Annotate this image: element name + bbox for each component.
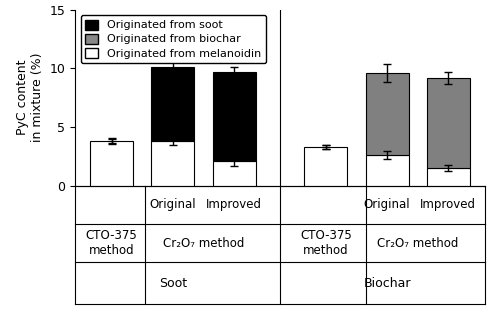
Bar	[212, 72, 256, 161]
Bar	[212, 161, 256, 186]
Text: Original: Original	[150, 198, 196, 211]
Bar	[304, 147, 348, 186]
Text: CTO-375
method: CTO-375 method	[86, 229, 138, 257]
Text: Soot: Soot	[159, 277, 187, 290]
Bar	[90, 141, 133, 186]
Text: Biochar: Biochar	[364, 277, 411, 290]
Text: Improved: Improved	[206, 198, 262, 211]
Bar	[366, 73, 408, 155]
Bar	[152, 67, 194, 141]
Bar	[427, 168, 470, 186]
Text: Cr₂O₇ method: Cr₂O₇ method	[163, 237, 244, 250]
Text: Cr₂O₇ method: Cr₂O₇ method	[377, 237, 458, 250]
Bar	[427, 78, 470, 168]
Y-axis label: PyC content
in mixture (%): PyC content in mixture (%)	[16, 53, 44, 142]
Legend: Originated from soot, Originated from biochar, Originated from melanoidin: Originated from soot, Originated from bi…	[80, 15, 266, 63]
Text: Original: Original	[364, 198, 410, 211]
Text: Improved: Improved	[420, 198, 476, 211]
Bar	[152, 141, 194, 186]
Bar	[366, 155, 408, 186]
Text: CTO-375
method: CTO-375 method	[300, 229, 352, 257]
